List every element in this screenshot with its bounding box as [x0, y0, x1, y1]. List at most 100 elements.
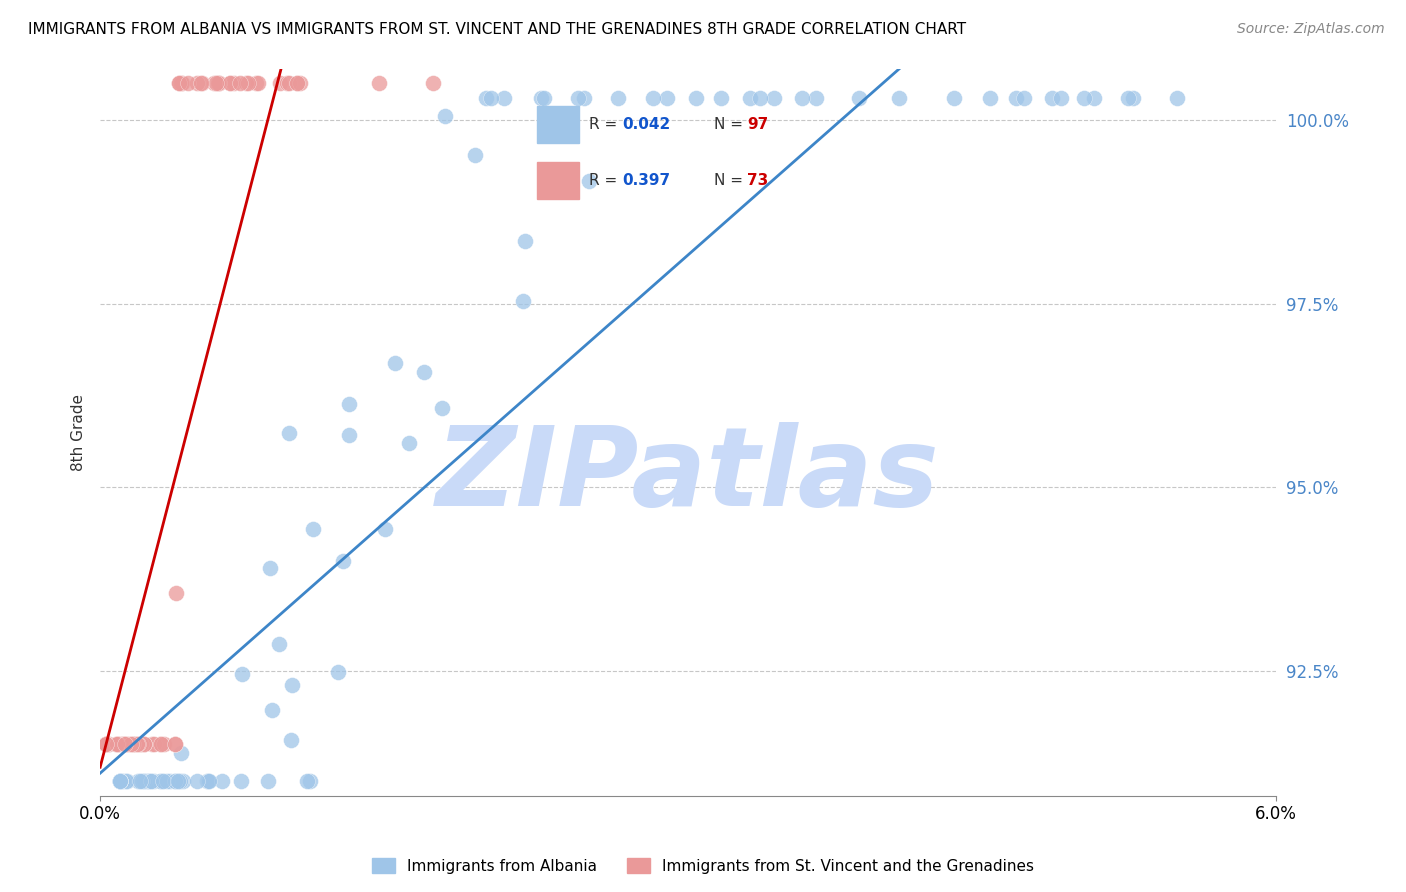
Point — [197, 774, 219, 789]
Point — [139, 774, 162, 789]
Point — [94, 737, 117, 751]
Point — [1083, 91, 1105, 105]
Point — [129, 737, 152, 751]
Y-axis label: 8th Grade: 8th Grade — [72, 393, 86, 471]
Point — [190, 76, 212, 90]
Point — [288, 76, 311, 90]
Legend: Immigrants from Albania, Immigrants from St. Vincent and the Grenadines: Immigrants from Albania, Immigrants from… — [366, 852, 1040, 880]
Point — [276, 76, 298, 90]
Point — [298, 774, 321, 789]
Point — [105, 737, 128, 751]
Point — [127, 737, 149, 751]
Point — [111, 737, 134, 751]
Point — [228, 76, 250, 90]
Point — [143, 774, 166, 789]
Point — [434, 109, 457, 123]
Point — [186, 774, 208, 789]
Point — [1116, 91, 1139, 105]
Point — [108, 774, 131, 789]
Point — [136, 774, 159, 789]
Point — [134, 737, 156, 751]
Point — [207, 76, 229, 90]
Point — [150, 774, 173, 789]
Point — [148, 737, 170, 751]
Point — [143, 737, 166, 751]
Point — [285, 76, 308, 90]
Point — [170, 76, 193, 90]
Point — [107, 737, 129, 751]
Point — [163, 737, 186, 751]
Text: Source: ZipAtlas.com: Source: ZipAtlas.com — [1237, 22, 1385, 37]
Point — [129, 774, 152, 789]
Point — [749, 91, 772, 105]
Point — [430, 401, 453, 415]
Point — [94, 737, 117, 751]
Point — [474, 91, 496, 105]
Point — [122, 737, 145, 751]
Point — [108, 774, 131, 789]
Point — [167, 774, 190, 789]
Point — [117, 737, 139, 751]
Point — [479, 91, 502, 105]
Point — [281, 677, 304, 691]
Point — [108, 774, 131, 789]
Point — [141, 774, 163, 789]
Point — [131, 774, 153, 789]
Point — [512, 293, 534, 308]
Point — [529, 91, 551, 105]
Point — [979, 91, 1001, 105]
Point — [412, 365, 434, 379]
Point — [108, 774, 131, 789]
Point — [211, 774, 233, 789]
Point — [1050, 91, 1073, 105]
Point — [191, 76, 214, 90]
Point — [1040, 91, 1063, 105]
Point — [1166, 91, 1188, 105]
Point — [98, 737, 121, 751]
Point — [1005, 91, 1028, 105]
Point — [128, 737, 150, 751]
Point — [641, 91, 664, 105]
Point — [111, 774, 134, 789]
Point — [607, 91, 630, 105]
Point — [120, 737, 142, 751]
Point — [655, 91, 678, 105]
Point — [124, 737, 146, 751]
Point — [1073, 91, 1095, 105]
Point — [141, 737, 163, 751]
Point — [94, 737, 117, 751]
Point — [245, 76, 267, 90]
Point — [285, 76, 308, 90]
Point — [107, 737, 129, 751]
Point — [169, 76, 191, 90]
Point — [337, 428, 360, 442]
Point — [94, 737, 117, 751]
Point — [848, 91, 870, 105]
Point — [202, 76, 225, 90]
Point — [269, 637, 291, 651]
Point — [176, 76, 198, 90]
Point — [172, 774, 194, 789]
Point — [149, 774, 172, 789]
Point — [165, 774, 187, 789]
Point — [302, 522, 325, 536]
Point — [280, 732, 302, 747]
Point — [218, 76, 240, 90]
Point — [165, 774, 187, 789]
Point — [197, 774, 219, 789]
Point — [763, 91, 786, 105]
Point — [108, 774, 131, 789]
Point — [574, 91, 596, 105]
Point — [108, 774, 131, 789]
Point — [108, 774, 131, 789]
Point — [172, 76, 194, 90]
Point — [804, 91, 827, 105]
Point — [108, 774, 131, 789]
Point — [740, 91, 762, 105]
Point — [578, 174, 600, 188]
Point — [114, 737, 136, 751]
Point — [152, 774, 174, 789]
Point — [231, 774, 253, 789]
Point — [156, 774, 179, 789]
Point — [186, 76, 208, 90]
